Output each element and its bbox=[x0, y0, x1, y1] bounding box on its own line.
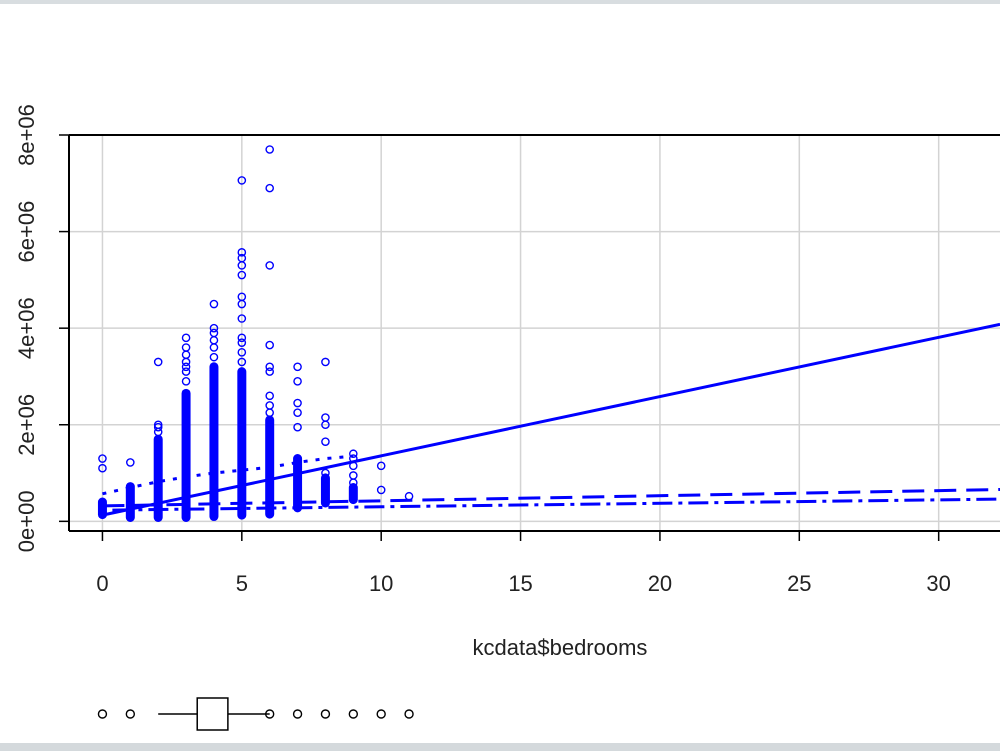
data-points bbox=[97, 145, 414, 522]
data-point bbox=[321, 468, 330, 478]
data-point bbox=[237, 357, 247, 367]
data-point bbox=[293, 376, 302, 386]
x-axis: 0 5 10 15 20 25 30 bbox=[96, 531, 951, 596]
data-point bbox=[376, 461, 386, 471]
window-bottom-border bbox=[0, 743, 1000, 751]
grid bbox=[69, 134, 1000, 531]
data-point bbox=[237, 176, 247, 185]
boxplot-outlier bbox=[404, 709, 414, 719]
boxplot-outlier bbox=[376, 709, 386, 719]
data-point bbox=[153, 420, 163, 430]
x-tick-label: 30 bbox=[926, 571, 950, 596]
data-point bbox=[181, 357, 191, 367]
y-tick-label: 6e+06 bbox=[14, 201, 39, 263]
data-point bbox=[181, 376, 191, 386]
data-point bbox=[321, 413, 330, 422]
data-point bbox=[209, 335, 219, 345]
data-point bbox=[321, 437, 330, 446]
data-point bbox=[265, 401, 274, 410]
x-tick-label: 0 bbox=[96, 571, 108, 596]
data-point bbox=[376, 485, 386, 495]
regression-lines bbox=[102, 322, 1000, 517]
data-point bbox=[293, 422, 302, 432]
y-tick-label: 8e+06 bbox=[14, 104, 39, 166]
y-axis: 0e+00 2e+06 4e+06 6e+06 8e+06 bbox=[14, 104, 69, 552]
boxplot-outlier bbox=[125, 709, 136, 719]
data-point bbox=[265, 391, 274, 401]
window-top-border bbox=[0, 0, 1000, 4]
data-point bbox=[181, 367, 191, 376]
data-point bbox=[349, 449, 358, 459]
data-point bbox=[237, 338, 247, 347]
data-point bbox=[209, 299, 219, 309]
trend-line-solid bbox=[102, 322, 1000, 517]
data-point bbox=[153, 357, 163, 367]
data-point bbox=[265, 340, 274, 350]
data-point bbox=[126, 458, 135, 467]
boxplot-outlier bbox=[320, 709, 331, 719]
data-point bbox=[265, 362, 274, 372]
data-point bbox=[181, 343, 191, 352]
x-tick-label: 10 bbox=[369, 571, 393, 596]
marginal-boxplot bbox=[97, 697, 414, 731]
x-tick-label: 25 bbox=[787, 571, 811, 596]
data-point bbox=[181, 333, 191, 343]
trend-line-dotdash bbox=[102, 497, 1000, 512]
data-point bbox=[237, 314, 247, 323]
data-point bbox=[237, 292, 247, 302]
data-point bbox=[98, 454, 107, 463]
boxplot-outlier bbox=[292, 709, 303, 719]
data-point bbox=[237, 348, 247, 357]
data-point bbox=[404, 491, 414, 501]
data-point bbox=[98, 463, 107, 473]
data-point bbox=[209, 352, 219, 362]
x-axis-label: kcdata$bedrooms bbox=[473, 635, 648, 660]
boxplot-box bbox=[196, 697, 229, 731]
axes bbox=[68, 134, 1000, 532]
data-point bbox=[265, 367, 274, 376]
trend-line-dashed bbox=[102, 488, 1000, 508]
data-point bbox=[293, 362, 302, 372]
data-point bbox=[265, 408, 274, 417]
boxplot-outlier bbox=[348, 709, 359, 719]
data-point bbox=[153, 422, 163, 432]
y-tick-label: 4e+06 bbox=[14, 297, 39, 359]
x-tick-label: 5 bbox=[236, 571, 248, 596]
data-point bbox=[265, 261, 274, 270]
data-point bbox=[209, 328, 219, 338]
data-point bbox=[293, 398, 302, 408]
y-tick-label: 0e+00 bbox=[14, 490, 39, 552]
data-point bbox=[265, 183, 274, 193]
data-point bbox=[349, 471, 358, 480]
boxplot-outlier bbox=[97, 709, 108, 719]
x-tick-label: 15 bbox=[508, 571, 532, 596]
y-tick-label: 2e+06 bbox=[14, 394, 39, 456]
data-point bbox=[209, 343, 219, 352]
data-point bbox=[265, 145, 274, 154]
data-point bbox=[321, 357, 330, 367]
data-point bbox=[237, 270, 247, 280]
data-point bbox=[293, 408, 302, 417]
data-point bbox=[209, 323, 219, 333]
boxplot-outlier bbox=[264, 709, 275, 719]
data-point bbox=[181, 362, 191, 372]
data-point bbox=[237, 253, 247, 263]
data-point bbox=[181, 350, 191, 360]
data-point bbox=[237, 333, 247, 343]
x-tick-label: 20 bbox=[648, 571, 672, 596]
data-point bbox=[237, 248, 247, 257]
